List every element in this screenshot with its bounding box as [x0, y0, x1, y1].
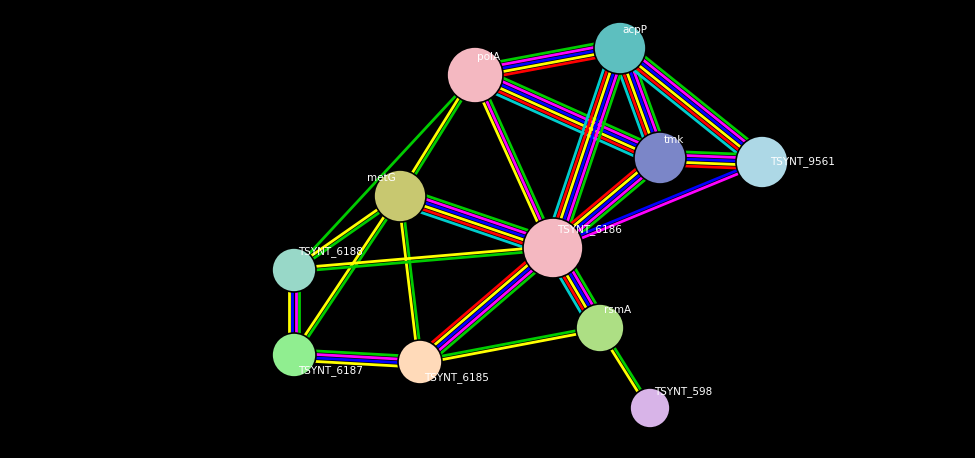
Circle shape: [398, 340, 442, 384]
Text: TSYNT_6187: TSYNT_6187: [298, 365, 363, 376]
Text: TSYNT_6185: TSYNT_6185: [424, 372, 488, 383]
Circle shape: [523, 218, 583, 278]
Circle shape: [736, 136, 788, 188]
Circle shape: [634, 132, 686, 184]
Circle shape: [630, 388, 670, 428]
Text: polA: polA: [477, 52, 500, 62]
Text: TSYNT_598: TSYNT_598: [654, 387, 713, 398]
Text: TSYNT_6186: TSYNT_6186: [557, 224, 622, 235]
Text: acpP: acpP: [622, 25, 647, 35]
Circle shape: [576, 304, 624, 352]
Text: TSYNT_6188: TSYNT_6188: [298, 246, 363, 257]
Circle shape: [374, 170, 426, 222]
Circle shape: [272, 333, 316, 377]
Text: rsmA: rsmA: [604, 305, 631, 315]
Circle shape: [272, 248, 316, 292]
Text: TSYNT_9561: TSYNT_9561: [770, 157, 835, 168]
Circle shape: [447, 47, 503, 103]
Circle shape: [594, 22, 646, 74]
Text: tmk: tmk: [664, 135, 684, 145]
Text: metG: metG: [368, 173, 396, 183]
